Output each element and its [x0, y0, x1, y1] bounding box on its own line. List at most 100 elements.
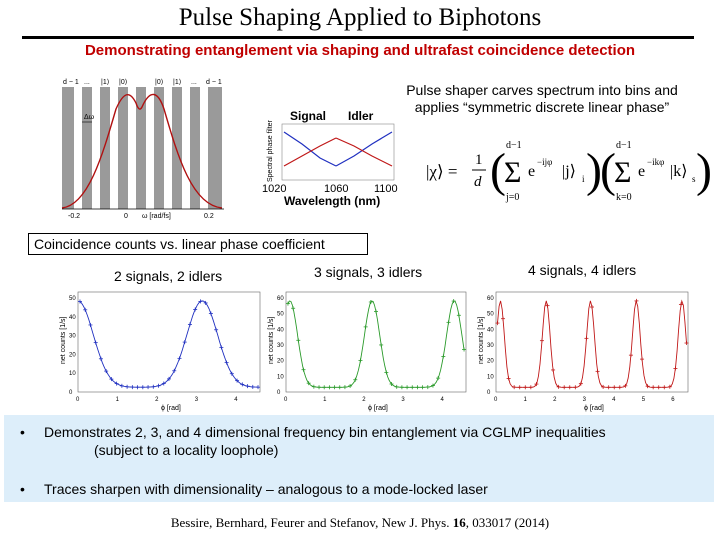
coincidence-plot-2d: net counts [1/s] ϕ [rad] 0 10 20 30 40 50 0 1 2 3 4 [60, 291, 261, 412]
delta-omega-label: Δω [84, 114, 95, 121]
citation: Bessire, Bernhard, Feurer and Stefanov, … [0, 515, 720, 531]
plot-data-point [332, 385, 337, 390]
bullet-text: Traces sharpen with dimensionality – ana… [44, 481, 488, 497]
axis-label: ω [rad/fs] [142, 213, 171, 220]
plot-ytick: 10 [277, 374, 284, 380]
plot-data-point [348, 383, 353, 388]
plot-xlabel: ϕ [rad] [584, 405, 604, 412]
plot-data-point [322, 385, 327, 390]
plot-data-point [311, 384, 316, 389]
term-k-ket: |k⟩ [670, 163, 687, 180]
plot-data-point [203, 300, 208, 305]
plot-xtick: 3 [195, 397, 199, 403]
plot-data-point [506, 376, 511, 381]
sum-bottom-j: j=0 [505, 192, 519, 203]
plot-ytick: 20 [277, 359, 284, 365]
citation-volume: 16 [452, 515, 466, 530]
idler-legend: Idler [348, 109, 374, 123]
plot-ytick: 20 [69, 352, 76, 358]
wavelength-tick: 1100 [374, 183, 398, 195]
plot-caption-2d: 2 signals, 2 idlers [114, 268, 223, 284]
plot-xtick: 6 [671, 397, 675, 403]
bin-label: d − 1 [206, 79, 222, 86]
plot-data-point [436, 376, 441, 381]
bullet-marker: • [20, 481, 25, 497]
plot-data-point [584, 336, 589, 341]
plot-data-point [595, 369, 600, 374]
svg-text:): ) [696, 144, 710, 197]
plot-data-point [224, 360, 229, 365]
plot-data-point [601, 384, 606, 389]
sum-top-k: d−1 [616, 140, 632, 151]
plot-data-point [451, 299, 456, 304]
coincidence-callout: Coincidence counts vs. linear phase coef… [28, 233, 368, 255]
plot-data-point [441, 354, 446, 359]
plot-data-point [528, 385, 533, 390]
plot-ytick: 20 [487, 359, 494, 365]
plot-data-point [177, 356, 182, 361]
plot-data-point [291, 306, 296, 311]
term-j-exponent: −ijφ [537, 157, 552, 167]
plot-ytick: 50 [487, 312, 494, 318]
plot-xtick: 2 [362, 397, 366, 403]
plot-ylabel: net counts [1/s] [268, 316, 275, 364]
wavelength-tick: 1060 [324, 183, 348, 195]
plot-ytick: 50 [69, 296, 76, 302]
signal-phase-line-2 [283, 137, 337, 167]
plot-ylabel: net counts [1/s] [478, 316, 485, 364]
plot-data-point [245, 384, 250, 389]
plot-data-point [114, 381, 119, 386]
plot-data-point [501, 316, 506, 321]
term-k-exponent: −ikφ [647, 157, 664, 167]
plot-data-point [684, 341, 689, 346]
plot-data-point [651, 385, 656, 390]
plot-data-point [130, 385, 135, 390]
plot-data-point [425, 385, 430, 390]
bullet-continuation-text: (subject to a locality loophole) [94, 442, 279, 458]
plot-data-point [645, 384, 650, 389]
bin-label: d − 1 [63, 79, 79, 86]
tick-label: -0.2 [68, 213, 80, 220]
coincidence-plot-4d: net counts [1/s] ϕ [rad] 0 10 20 30 40 50 60 0 1 2 3… [478, 291, 689, 412]
plot-data-point [662, 385, 667, 390]
bin-label: |0⟩ [155, 78, 164, 86]
idler-phase-line-2 [335, 137, 393, 167]
plot-xtick: 0 [76, 397, 80, 403]
plot-data-point [235, 378, 240, 383]
plot-data-point [363, 324, 368, 329]
plot-data-point [77, 299, 82, 304]
plot-data-point [301, 367, 306, 372]
plot-data-point [250, 384, 255, 389]
plot-data-point [161, 381, 166, 386]
plot-xtick: 4 [234, 397, 238, 403]
pulse-shaper-note-line1: Pulse shaper carves spectrum into bins a… [406, 82, 678, 98]
plot-data-point [229, 371, 234, 376]
plot-data-point [240, 382, 245, 387]
plot-data-point [182, 340, 187, 345]
wavelength-axis-label: Wavelength (nm) [284, 194, 380, 208]
plot-data-point [562, 385, 567, 390]
plot-data-point [612, 385, 617, 390]
coincidence-plot-3d: net counts [1/s] ϕ [rad] 0 10 20 30 40 50 60 0 1 2 3… [268, 291, 467, 412]
plot-data-point [556, 384, 561, 389]
plot-data-point [285, 301, 290, 306]
plot-ytick: 60 [487, 296, 494, 302]
phase-filter-figure: Spectral phase filter Signal Idler 1020 … [262, 109, 398, 208]
plot-data-point [306, 381, 311, 386]
plot-data-point [88, 322, 93, 327]
plot-data-point [167, 376, 171, 381]
plot-data-point [617, 385, 622, 390]
slide-title: Pulse Shaping Applied to Biphotons [178, 4, 542, 31]
plot-ylabel: net counts [1/s] [60, 316, 67, 364]
plot-data-point [140, 385, 145, 390]
plot-data-point [656, 385, 661, 390]
plot-xlabel: ϕ [rad] [368, 405, 388, 412]
equation-frac-num: 1 [475, 152, 483, 168]
plot-data-point [93, 340, 98, 345]
plot-data-point [368, 300, 373, 305]
equation-lhs: |χ⟩ = [426, 162, 457, 181]
plot-data-point [539, 338, 544, 343]
plot-data-point [420, 385, 425, 390]
plot-ytick: 30 [69, 334, 76, 340]
plot-data-point [187, 322, 192, 327]
